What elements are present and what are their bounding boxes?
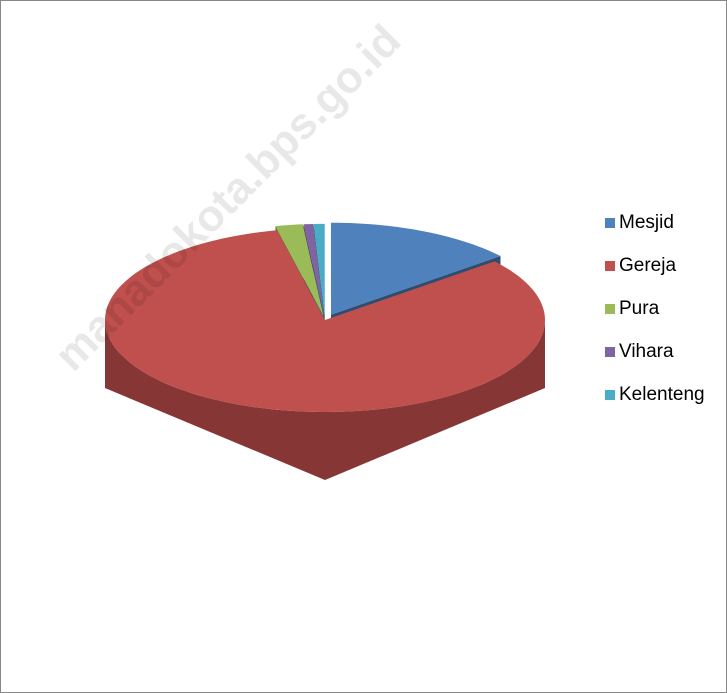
legend-label: Vihara (619, 341, 674, 362)
slice (303, 223, 325, 316)
legend-swatch (605, 347, 615, 357)
slice (313, 223, 325, 316)
legend-label: Kelenteng (619, 384, 705, 405)
legend-swatch (605, 390, 615, 400)
legend-swatch (605, 261, 615, 271)
slice-side-shade (105, 320, 545, 480)
legend-swatch (605, 304, 615, 314)
legend-label: Pura (619, 298, 660, 319)
legend-label: Gereja (619, 255, 676, 276)
slice-side (105, 320, 545, 480)
legend-swatch (605, 218, 615, 228)
slice (105, 230, 545, 412)
pie (105, 222, 545, 480)
slice (275, 224, 324, 316)
legend: Mesjid Gereja Pura Vihara Kelenteng (605, 212, 705, 405)
legend-label: Mesjid (619, 212, 674, 233)
slice (330, 222, 501, 315)
